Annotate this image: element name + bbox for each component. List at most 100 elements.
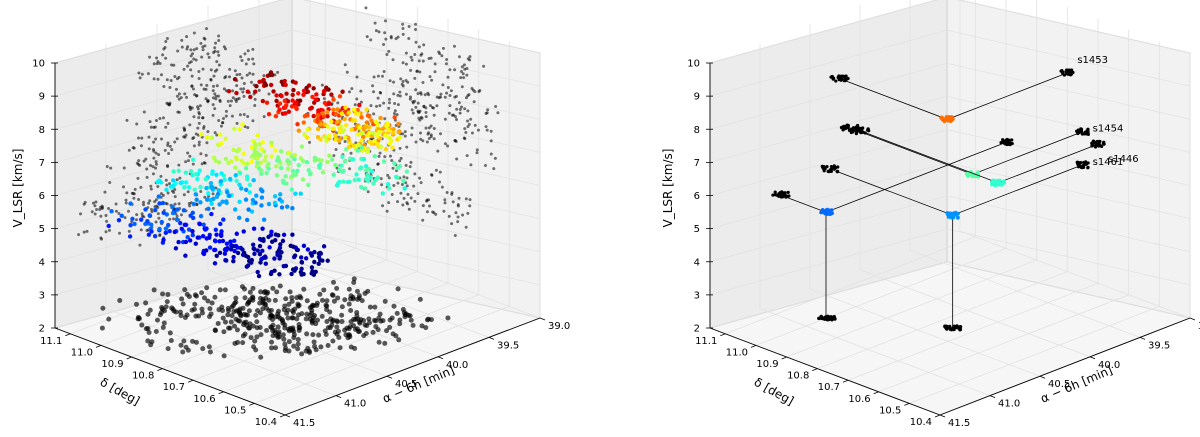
data-point	[950, 215, 954, 220]
projection-point-back-left	[145, 167, 149, 171]
data-point	[305, 127, 310, 133]
projection-point-floor	[351, 280, 357, 286]
projection-point-back-left	[243, 125, 247, 129]
projection-point-floor	[260, 306, 266, 312]
projection-point-back-left	[165, 78, 169, 82]
projection-point-back-right	[1068, 73, 1073, 77]
data-point	[274, 173, 280, 178]
data-point	[291, 87, 296, 93]
projection-point-back-right	[388, 79, 392, 83]
projection-point-back-right	[448, 104, 452, 108]
projection-point-back-right	[421, 218, 425, 222]
projection-point-back-right	[320, 83, 324, 87]
projection-point-back-right	[432, 126, 436, 130]
projection-point-back-right	[396, 93, 400, 97]
y-tick	[750, 345, 757, 348]
data-point	[193, 192, 198, 197]
data-point	[281, 180, 286, 186]
y-tick	[904, 403, 910, 406]
data-point	[364, 107, 369, 112]
data-point	[269, 239, 275, 244]
projection-point-back-left	[149, 125, 153, 129]
z-tick-label: 9	[39, 92, 45, 103]
data-point	[346, 135, 351, 141]
projection-point-back-right	[399, 191, 403, 195]
data-point	[291, 244, 296, 249]
projection-point-floor	[254, 325, 260, 331]
projection-point-floor	[290, 315, 296, 321]
data-point	[146, 232, 152, 237]
data-point	[298, 191, 303, 196]
projection-point-back-left	[154, 137, 158, 141]
data-point	[315, 112, 321, 118]
projection-point-floor	[240, 333, 246, 339]
data-point	[252, 147, 257, 153]
data-point	[290, 232, 295, 237]
projection-point-back-right	[417, 45, 421, 49]
data-point	[343, 105, 348, 110]
projection-point-back-left	[164, 125, 168, 129]
data-point	[378, 115, 383, 121]
projection-point-back-right	[440, 54, 444, 58]
data-point	[179, 226, 184, 232]
x-tick	[437, 356, 444, 360]
data-point	[286, 166, 291, 172]
projection-point-floor	[209, 300, 215, 306]
data-point	[263, 255, 268, 260]
projection-point-floor	[361, 318, 367, 324]
projection-point-floor	[292, 306, 298, 312]
projection-point-back-right	[455, 117, 459, 121]
projection-point-back-left	[103, 190, 107, 194]
grid-line-z	[709, 228, 1191, 296]
projection-point-back-left	[173, 195, 177, 199]
data-point	[209, 211, 214, 217]
data-point	[259, 203, 264, 208]
projection-point-back-right	[377, 30, 381, 34]
projection-point-back-right	[387, 176, 391, 180]
projection-point-back-left	[244, 62, 248, 66]
data-point	[161, 210, 166, 216]
projection-point-back-left	[165, 202, 169, 206]
data-point	[159, 219, 164, 225]
projection-point-floor	[348, 293, 354, 299]
projection-point-back-right	[364, 6, 368, 10]
projection-point-floor	[221, 329, 227, 335]
projection-point-back-right	[393, 109, 397, 113]
projection-point-back-right	[455, 107, 459, 111]
data-point	[254, 83, 259, 89]
data-point	[187, 238, 193, 243]
projection-point-floor	[222, 287, 228, 293]
projection-point-back-left	[154, 166, 158, 170]
data-point	[339, 111, 344, 116]
data-point	[116, 217, 122, 223]
projection-point-back-left	[160, 137, 164, 141]
data-point	[824, 211, 829, 216]
projection-point-back-left	[99, 214, 103, 218]
projection-point-back-left	[105, 165, 109, 169]
projection-point-floor	[310, 317, 316, 323]
data-point	[279, 250, 284, 255]
data-point	[964, 172, 969, 176]
data-point	[372, 153, 377, 159]
projection-point-back-left	[213, 107, 217, 111]
data-point	[397, 135, 403, 140]
data-point	[364, 120, 370, 125]
projection-point-back-left	[147, 201, 151, 205]
projection-point-back-left	[149, 164, 153, 168]
projection-point-back-right	[401, 22, 405, 26]
data-point	[163, 230, 169, 236]
z-tick-label: 9	[694, 92, 700, 103]
projection-point-back-left	[849, 128, 853, 132]
data-point	[954, 212, 959, 217]
data-point	[170, 204, 175, 209]
data-point	[261, 217, 267, 222]
projection-point-back-left	[243, 52, 247, 56]
projection-point-back-left	[177, 97, 181, 101]
projection-point-floor	[99, 325, 105, 331]
data-point	[167, 228, 172, 234]
projection-point-back-right	[446, 75, 450, 79]
data-point	[313, 97, 318, 102]
data-point	[217, 202, 222, 207]
projection-point-back-left	[138, 243, 142, 247]
projection-point-floor	[410, 322, 416, 328]
